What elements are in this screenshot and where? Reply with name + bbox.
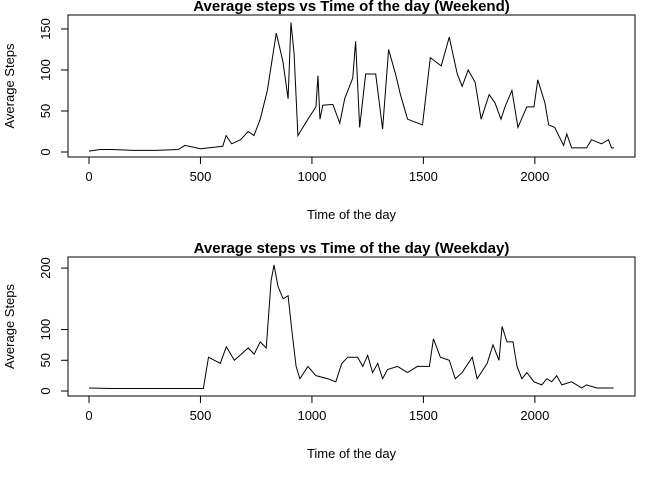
y-tick-label: 200: [38, 257, 53, 279]
y-tick-label: 100: [38, 59, 53, 81]
x-tick-label: 2000: [520, 408, 549, 423]
data-line: [88, 264, 614, 390]
y-tick-label: 50: [38, 104, 53, 118]
x-tick-label: 1000: [297, 408, 326, 423]
x-tick-label: 1000: [297, 169, 326, 184]
x-tick-label: 1500: [409, 169, 438, 184]
y-tick-label: 0: [38, 148, 53, 155]
chart-title: Average steps vs Time of the day (Weeken…: [193, 0, 510, 15]
chart-title: Average steps vs Time of the day (Weekda…: [194, 240, 510, 257]
x-tick-label: 0: [85, 408, 92, 423]
x-tick-label: 500: [190, 169, 212, 184]
y-tick-label: 100: [38, 319, 53, 341]
x-tick-label: 2000: [520, 169, 549, 184]
data-line: [88, 22, 614, 152]
x-axis-label: Time of the day: [307, 446, 397, 461]
plot-box: [67, 14, 636, 158]
y-tick-label: 0: [38, 387, 53, 394]
y-axis-label: Average Steps: [2, 43, 17, 129]
x-tick-label: 500: [190, 408, 212, 423]
x-tick-label: 0: [85, 169, 92, 184]
plot-box: [67, 256, 636, 397]
x-tick-label: 1500: [409, 408, 438, 423]
x-axis-label: Time of the day: [307, 207, 397, 222]
y-tick-label: 150: [38, 18, 53, 40]
y-axis-label: Average Steps: [2, 283, 17, 369]
y-tick-label: 50: [38, 353, 53, 367]
